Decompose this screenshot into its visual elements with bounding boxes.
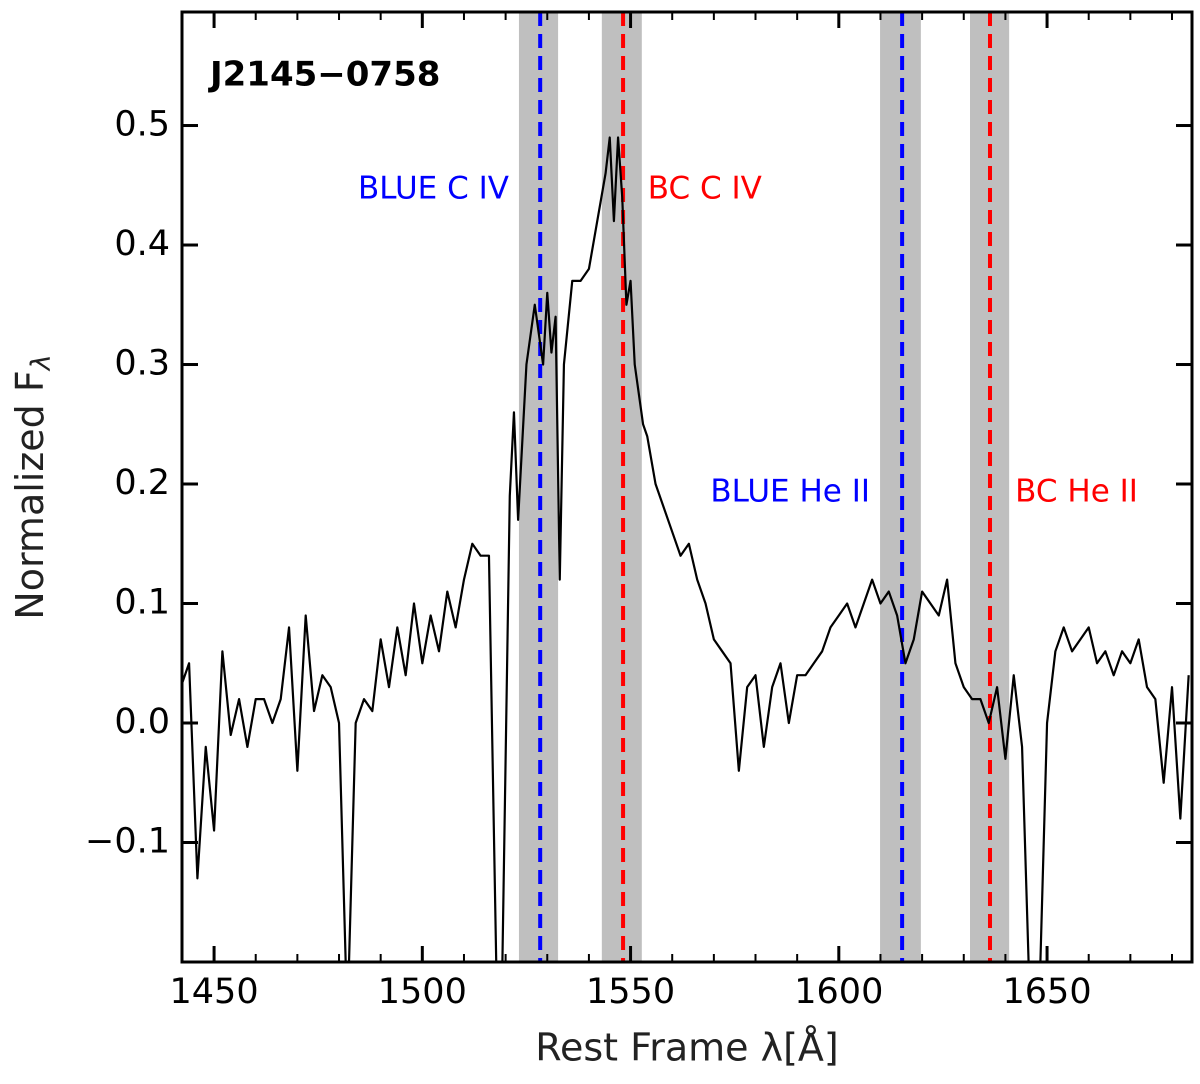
x-tick-label: 1600 — [794, 972, 883, 1012]
y-tick-label: −0.1 — [85, 822, 170, 862]
x-tick-label: 1450 — [170, 972, 259, 1012]
y-tick-label: 0.2 — [114, 463, 170, 503]
line-label: BC He II — [1015, 474, 1138, 510]
x-axis-label: Rest Frame λ[Å] — [535, 1026, 838, 1070]
line-label: BC C IV — [648, 171, 762, 207]
y-axis-label: Normalized Fλ — [8, 354, 57, 619]
line-label: BLUE He II — [710, 474, 870, 510]
y-tick-label: 0.0 — [114, 702, 170, 742]
plot-frame — [180, 10, 1194, 964]
y-tick-label: 0.4 — [114, 224, 170, 264]
y-tick-label: 0.1 — [114, 583, 170, 623]
x-tick-label: 1500 — [378, 972, 467, 1012]
y-tick-label: 0.5 — [114, 105, 170, 145]
y-axis-label-main: Normalized F — [8, 370, 52, 619]
x-tick-label: 1550 — [586, 972, 675, 1012]
line-label: BLUE C IV — [358, 171, 509, 207]
spectrum-line — [182, 136, 1190, 962]
x-tick-label: 1650 — [1003, 972, 1092, 1012]
chart-title: J2145−0758 — [208, 55, 440, 95]
y-axis-label-sub: λ — [26, 354, 57, 372]
y-tick-label: 0.3 — [114, 344, 170, 384]
